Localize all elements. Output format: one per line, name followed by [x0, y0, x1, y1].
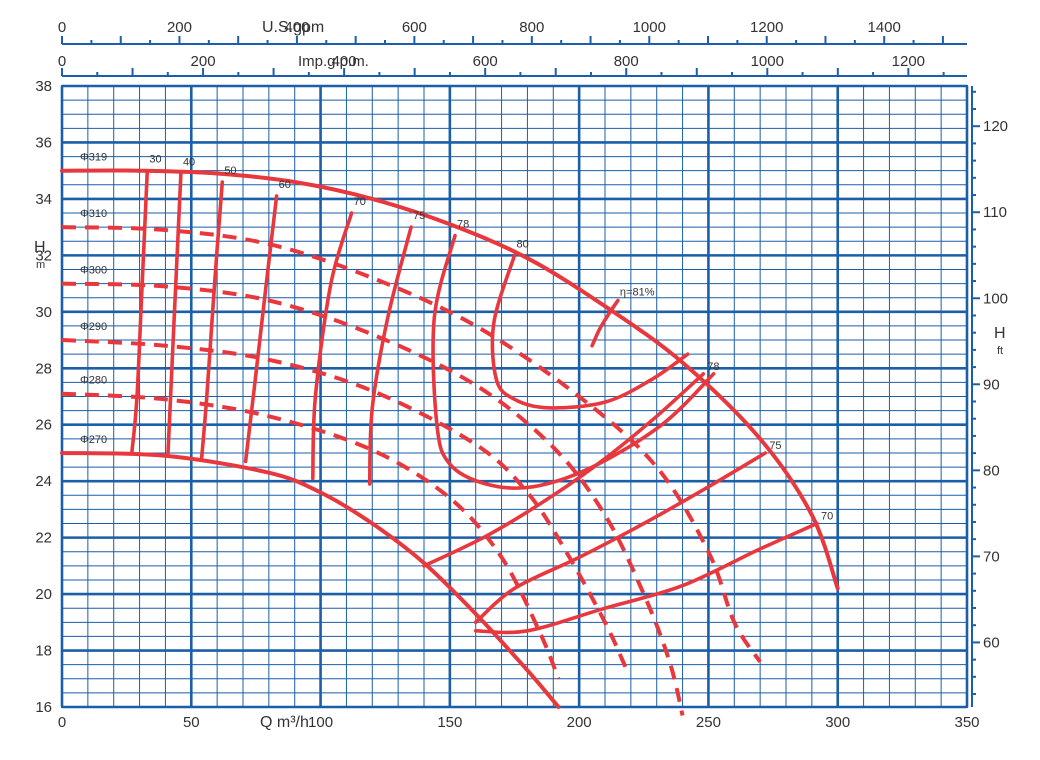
y-axis-unit: m: [36, 259, 45, 271]
axis-layer: 0 50 100 150 200 250 300 3501618202224262830323…: [35, 19, 1008, 731]
efficiency-label: 40: [183, 157, 195, 169]
impeller-curve-d290: [61, 338, 628, 669]
x-tick-label: 100: [308, 714, 333, 731]
efficiency-curve-60: [243, 194, 279, 464]
impeller-label: Φ319: [80, 152, 107, 164]
efficiency-curve-70: [473, 521, 819, 635]
efficiency-curve-78: [422, 372, 706, 568]
x-tick-label: 350: [954, 714, 979, 731]
impeller-label: Φ270: [80, 434, 107, 446]
impeller-curve-d300: [61, 281, 685, 716]
impeller-label: Φ310: [80, 208, 107, 220]
usgpm-tick-label: 400: [284, 19, 309, 36]
impeller-label: Φ280: [80, 375, 107, 387]
x-tick-label: 250: [696, 714, 721, 731]
y-tick-label: 20: [35, 586, 52, 603]
ft-tick-label: 110: [983, 204, 1007, 221]
ft-tick-label: 100: [983, 290, 1008, 307]
efficiency-label: 78: [457, 219, 469, 231]
impeller-label: Φ290: [80, 321, 107, 333]
usgpm-tick-label: 0: [58, 19, 66, 36]
efficiency-curve-70: [311, 211, 354, 481]
usgpm-tick-label: 200: [167, 19, 192, 36]
y-tick-label: 36: [35, 134, 52, 151]
impgpm-tick-label: 400: [332, 53, 357, 70]
efficiency-curve-75: [473, 451, 768, 625]
y-axis-label: H: [34, 239, 46, 256]
x-tick-label: 50: [183, 714, 200, 731]
y-tick-label: 24: [35, 473, 52, 490]
best-efficiency-label: η=81%: [620, 287, 655, 299]
efficiency-curve-50: [199, 180, 225, 461]
y-tick-label: 16: [35, 699, 52, 716]
y2-axis-unit: ft: [997, 345, 1003, 357]
impeller-curve-d270: [60, 451, 561, 709]
usgpm-tick-label: 1200: [750, 19, 783, 36]
efficiency-label: 50: [224, 165, 236, 177]
label-layer: Φ319 Φ310 Φ300 Φ290 Φ280 Φ270 η=81% 30 40 50 60 70 7…: [80, 152, 833, 523]
y2-axis-label: H: [994, 325, 1006, 342]
ft-tick-label: 70: [983, 548, 1000, 565]
efficiency-label: 70: [821, 511, 833, 523]
efficiency-label: 60: [279, 179, 291, 191]
ft-tick-label: 60: [983, 634, 1000, 651]
y-tick-label: 18: [35, 643, 52, 660]
y-tick-label: 38: [35, 78, 52, 95]
usgpm-tick-label: 1400: [868, 19, 901, 36]
impgpm-tick-label: 800: [614, 53, 639, 70]
efficiency-label: 75: [413, 210, 425, 222]
efficiency-curve-30: [130, 168, 150, 455]
efficiency-curve-78: [431, 233, 716, 490]
impgpm-tick-label: 600: [473, 53, 498, 70]
y-tick-label: 34: [35, 191, 52, 208]
efficiency-curve-80: [490, 253, 690, 410]
x-tick-label: 200: [567, 714, 592, 731]
x-axis-label: Q m³/h: [260, 714, 309, 731]
usgpm-axis-label: U.S.gpm: [262, 19, 324, 36]
efficiency-curve-40: [166, 171, 183, 455]
plot-frame: [61, 85, 968, 708]
usgpm-tick-label: 800: [519, 19, 544, 36]
efficiency-label: 30: [149, 154, 161, 166]
efficiency-label: 75: [769, 440, 781, 452]
impgpm-tick-label: 1200: [892, 53, 925, 70]
x-tick-label: 300: [825, 714, 850, 731]
y-tick-label: 30: [35, 304, 52, 321]
ft-tick-label: 90: [983, 376, 1000, 393]
impeller-curve-d310: [61, 225, 762, 663]
x-tick-label: 0: [58, 714, 66, 731]
y-tick-label: 22: [35, 530, 52, 547]
y-tick-label: 26: [35, 417, 52, 434]
efficiency-label: 78: [707, 361, 719, 373]
impeller-curve-d280: [61, 391, 561, 680]
curve-layer: [60, 168, 840, 716]
grid-layer: [60, 84, 969, 709]
efficiency-curve-75: [367, 225, 413, 486]
impgpm-tick-label: 0: [58, 53, 66, 70]
ft-tick-label: 80: [983, 462, 1000, 479]
impeller-curve-d319: [60, 168, 840, 591]
impgpm-tick-label: 1000: [751, 53, 784, 70]
efficiency-label: 70: [354, 196, 366, 208]
usgpm-tick-label: 1000: [633, 19, 666, 36]
best-efficiency-marker: [590, 298, 620, 348]
impgpm-tick-label: 200: [191, 53, 216, 70]
x-tick-label: 150: [437, 714, 462, 731]
ft-tick-label: 120: [983, 118, 1008, 135]
usgpm-tick-label: 600: [402, 19, 427, 36]
y-tick-label: 28: [35, 360, 52, 377]
y-tick-label: 32: [35, 247, 52, 264]
impgpm-axis-label: Imp.g.p.m.: [298, 53, 369, 70]
impeller-label: Φ300: [80, 265, 107, 277]
efficiency-label: 80: [517, 238, 529, 250]
